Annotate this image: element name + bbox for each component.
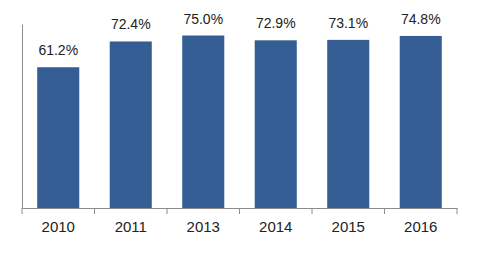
x-tick: 2013 [187, 208, 220, 235]
x-tick-label: 2013 [187, 218, 220, 235]
x-tick: 2011 [115, 208, 147, 235]
data-label: 74.8% [401, 11, 441, 27]
x-tick-label: 2011 [115, 218, 147, 235]
data-label: 61.2% [38, 42, 78, 58]
x-tick-label: 2010 [42, 218, 75, 235]
x-tick-label: 2014 [259, 218, 292, 235]
bar [110, 41, 152, 208]
data-label: 75.0% [183, 11, 223, 27]
x-axis: 2010 2011 2013 2014 2015 2016 [23, 208, 458, 235]
x-tick-label: 2016 [404, 218, 437, 235]
category-divider [167, 208, 168, 214]
bar [37, 67, 79, 208]
category-divider [312, 208, 313, 214]
category-divider [22, 208, 23, 214]
category-divider [457, 208, 458, 214]
category-divider [239, 208, 240, 214]
category-divider [384, 208, 385, 214]
x-tick: 2010 [42, 208, 75, 235]
bar [182, 36, 224, 209]
y-axis-line [22, 25, 23, 209]
category-dividers [22, 208, 457, 214]
category-divider [94, 208, 95, 214]
y-axis [22, 25, 23, 209]
data-label: 73.1% [328, 15, 368, 31]
data-label: 72.4% [111, 16, 151, 32]
chart: 2010 2011 2013 2014 2015 2016 61.2% 72.4% 75.0% 7… [0, 0, 479, 255]
bar [400, 36, 442, 208]
x-tick: 2014 [259, 208, 292, 235]
bars [37, 36, 442, 209]
data-label: 72.9% [256, 15, 296, 31]
x-tick: 2016 [404, 208, 437, 235]
bar [327, 40, 369, 208]
x-tick: 2015 [332, 208, 365, 235]
data-labels: 61.2% 72.4% 75.0% 72.9% 73.1% 74.8% [38, 11, 440, 59]
bar [255, 40, 297, 208]
x-tick-label: 2015 [332, 218, 365, 235]
